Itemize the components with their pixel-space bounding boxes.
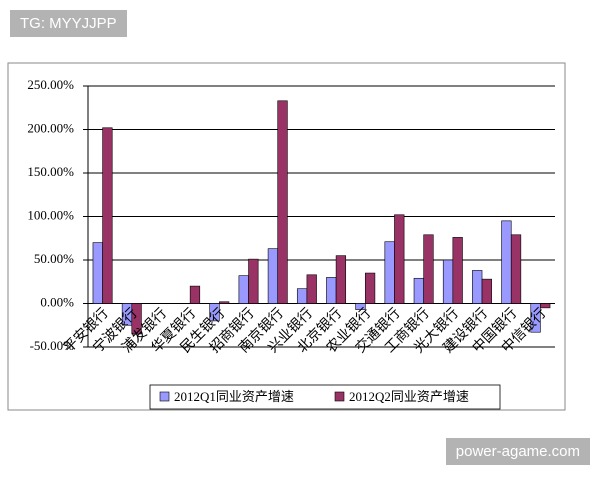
bar [277, 100, 288, 304]
y-tick-label: 250.00% [27, 77, 74, 92]
bar [326, 277, 337, 304]
bar [189, 285, 201, 304]
bar [530, 303, 541, 333]
bar [423, 234, 434, 304]
bar [131, 303, 142, 335]
legend-label: 2012Q1同业资产增速 [174, 389, 294, 404]
bar [102, 127, 113, 304]
bar [481, 278, 492, 304]
bar [364, 272, 376, 304]
y-tick-label: -50.00% [30, 338, 75, 353]
bar [296, 288, 308, 304]
y-tick-label: 200.00% [27, 120, 74, 135]
y-tick-label: 100.00% [27, 207, 74, 222]
bar [540, 303, 551, 309]
bar [442, 259, 454, 304]
watermark: TG: MYYJJPP [10, 10, 127, 37]
y-tick-label: 0.00% [40, 294, 74, 309]
legend-swatch [159, 391, 170, 402]
bar [267, 248, 279, 304]
legend-label: 2012Q2同业资产增速 [349, 389, 469, 404]
bar [306, 274, 317, 304]
bar [219, 301, 230, 304]
bar [209, 303, 220, 322]
bar [452, 237, 463, 304]
bar [238, 275, 249, 304]
legend-box [149, 384, 501, 410]
bar [394, 214, 405, 304]
y-tick-label: 50.00% [34, 251, 74, 266]
bar [92, 242, 103, 304]
bar [355, 303, 366, 310]
bar [510, 234, 522, 304]
legend-swatch [334, 391, 345, 402]
bar [384, 241, 395, 304]
bar [248, 258, 259, 304]
watermark: power-agame.com [445, 438, 590, 465]
bar [501, 220, 512, 304]
bar [413, 277, 424, 304]
bar [472, 270, 483, 304]
y-tick-label: 150.00% [27, 164, 74, 179]
bar [335, 255, 347, 304]
